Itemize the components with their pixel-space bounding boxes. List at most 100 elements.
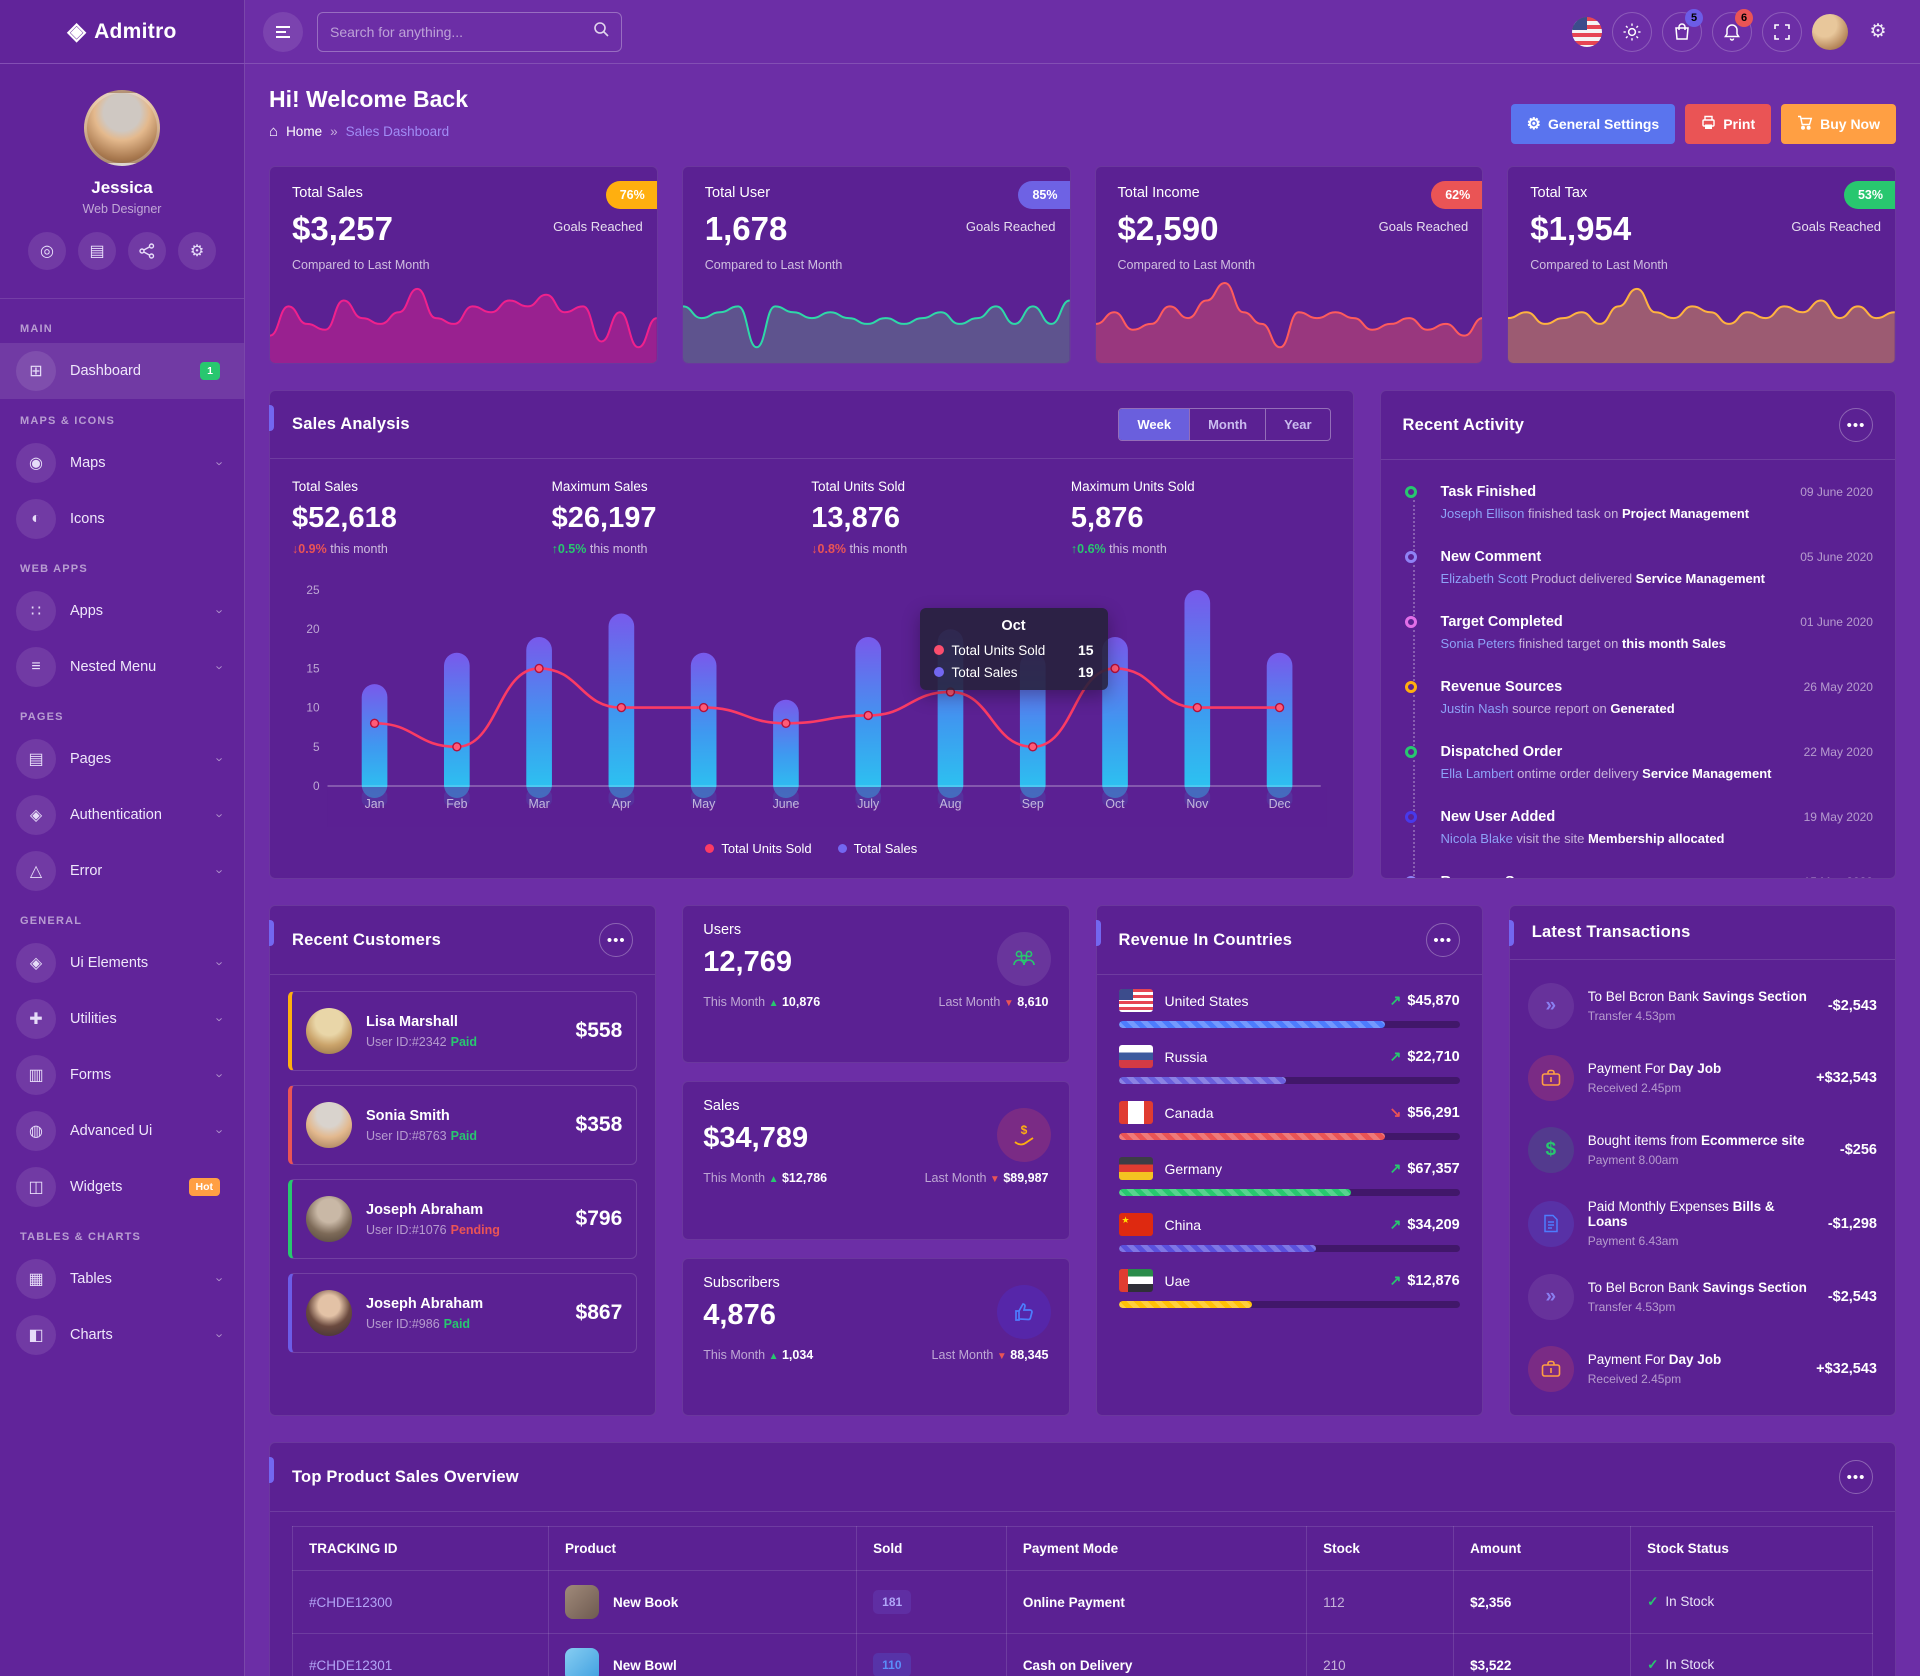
profile-target-icon[interactable]: ◎ (28, 232, 66, 270)
svg-text:5: 5 (313, 740, 320, 754)
activity-item[interactable]: Revenue Sources 15 May 2020 (1404, 860, 1873, 878)
sidebar-item-maps[interactable]: ◉ Maps › (0, 435, 244, 491)
transaction-row[interactable]: » To Bel Bcron Bank Savings Section Transf… (1527, 970, 1877, 1042)
profile-settings-icon[interactable]: ⚙ (178, 232, 216, 270)
notifications-bell-icon[interactable]: 6 (1712, 8, 1753, 52)
top-products-menu-icon[interactable]: ••• (1839, 1460, 1873, 1494)
tab-year[interactable]: Year (1265, 409, 1329, 440)
menu-toggle-button[interactable] (263, 11, 303, 52)
activity-item[interactable]: Revenue Sources 26 May 2020 Justin Nash so… (1404, 665, 1873, 746)
theme-brightness-icon[interactable] (1612, 11, 1652, 52)
search-box (317, 11, 622, 52)
tab-month[interactable]: Month (1189, 409, 1265, 440)
sidebar-item-ui-elements[interactable]: ◈ Ui Elements › (0, 935, 244, 991)
activity-user-link[interactable]: Sonia Peters (1440, 636, 1515, 651)
transaction-title-strong: Savings Section (1702, 989, 1807, 1004)
menu-section-label-tables-charts: TABLES & CHARTS (20, 1231, 142, 1243)
sidebar-item-tables[interactable]: ▦ Tables › (0, 1251, 244, 1307)
table-row[interactable]: #CHDE12301 New Bowl 110 Cash on Delivery 210… (292, 1633, 1873, 1676)
buy-now-button[interactable]: Buy Now (1781, 104, 1896, 144)
activity-header: Target Completed 01 June 2020 (1441, 614, 1873, 630)
print-button[interactable]: Print (1685, 104, 1772, 144)
mini-stat-footer: This Month ▲ 1,034 Last Month ▼ 88,345 (703, 1348, 1048, 1362)
table-row[interactable]: #CHDE12300 New Book 181 Online Payment 112 $2… (292, 1570, 1873, 1634)
activity-user-link[interactable]: Justin Nash (1440, 701, 1509, 716)
timeline-line (1412, 825, 1415, 876)
column-header-product: Product (547, 1526, 858, 1571)
sidebar-item-icons[interactable]: ◐ Icons (0, 491, 244, 547)
sidebar-item-dashboard[interactable]: ⊞ Dashboard 1 (0, 343, 244, 399)
activity-item[interactable]: Dispatched Order 22 May 2020 Ella Lambert … (1404, 730, 1873, 811)
sidebar-item-widgets[interactable]: ◫ Widgets Hot (0, 1159, 244, 1215)
logo[interactable]: ◈ Admitro (0, 0, 245, 63)
transaction-row[interactable]: » To Bel Bcron Bank Savings Section Transf… (1527, 1261, 1877, 1333)
sidebar-item-error[interactable]: △ Error › (0, 843, 244, 899)
goal-badge: 85% (1018, 181, 1070, 209)
activity-user-link[interactable]: Elizabeth Scott (1440, 571, 1528, 586)
recent-customers-menu-icon[interactable]: ••• (599, 923, 634, 957)
transaction-row[interactable]: Payment For Day Job Received 2.45pm +$32,5… (1527, 1042, 1877, 1114)
search-icon[interactable] (593, 21, 609, 42)
transaction-info: To Bel Bcron Bank Savings Section Transfe… (1588, 989, 1807, 1023)
transaction-title: To Bel Bcron Bank Savings Section (1587, 1280, 1807, 1295)
revenue-countries-menu-icon[interactable]: ••• (1425, 923, 1460, 957)
transaction-row[interactable]: Paid Monthly Expenses Bills & Loans Payme… (1527, 1186, 1877, 1261)
tooltip-value: 15 (1077, 642, 1094, 659)
profile-avatar[interactable] (84, 90, 160, 166)
activity-header: Task Finished 09 June 2020 (1441, 484, 1873, 500)
cart-icon[interactable]: 5 (1662, 8, 1703, 52)
transaction-subtitle: Received 2.45pm (1587, 1372, 1682, 1386)
sparkline-chart (1508, 287, 1895, 363)
svg-text:Mar: Mar (528, 797, 549, 811)
widgets-icon: ◫ (16, 1167, 56, 1207)
nested-menu-icon: ≡ (16, 647, 56, 687)
customer-row[interactable]: Lisa Marshall User ID:#2342 Paid $558 (288, 991, 638, 1071)
sidebar-item-pages[interactable]: ▤ Pages › (0, 731, 244, 787)
tracking-id-link[interactable]: #CHDE12300 (309, 1594, 393, 1610)
top-products-title: Top Product Sales Overview (292, 1467, 519, 1486)
main-content: Hi! Welcome Back ⌂ Home » Sales Dashboar… (245, 0, 1920, 1676)
sales-analysis-chart[interactable]: 0 5 10 15 20 25 Jan Feb Mar Apr May June July Aug Sep O… (270, 562, 1353, 870)
customer-row[interactable]: Sonia Smith User ID:#8763 Paid $358 (288, 1085, 638, 1165)
customer-status: Paid (450, 1034, 478, 1049)
tracking-id-link[interactable]: #CHDE12301 (309, 1657, 393, 1673)
warning-icon: △ (16, 851, 56, 891)
general-settings-button[interactable]: ⚙ General Settings (1510, 104, 1676, 144)
profile-document-icon[interactable]: ▤ (78, 232, 116, 270)
country-row-united-states: United States ↗ $45,870 (1118, 989, 1460, 1028)
user-avatar[interactable] (1812, 13, 1848, 50)
profile-share-icon[interactable] (128, 232, 166, 270)
recent-activity-menu-icon[interactable]: ••• (1838, 408, 1873, 442)
breadcrumb-separator: » (330, 124, 338, 139)
activity-user-link[interactable]: Ella Lambert (1440, 766, 1514, 781)
sidebar-item-utilities[interactable]: ✚ Utilities › (0, 991, 244, 1047)
stat-card-total-user: Total User 1,678 Compared to Last Month 85%… (681, 166, 1071, 364)
home-icon[interactable]: ⌂ (269, 123, 279, 140)
activity-user-link[interactable]: Nicola Blake (1440, 831, 1513, 846)
activity-item[interactable]: Task Finished 09 June 2020 Joseph Ellison … (1404, 470, 1873, 551)
search-input[interactable] (330, 23, 593, 40)
activity-item[interactable]: Target Completed 01 June 2020 Sonia Peters… (1404, 600, 1873, 681)
activity-user-link[interactable]: Joseph Ellison (1440, 506, 1525, 521)
sidebar-item-nested-menu[interactable]: ≡ Nested Menu › (0, 639, 244, 695)
activity-item[interactable]: New User Added 19 May 2020 Nicola Blake vi… (1404, 795, 1873, 876)
customer-row[interactable]: Joseph Abraham User ID:#1076 Pending $796 (288, 1179, 638, 1259)
fullscreen-icon[interactable] (1762, 11, 1802, 52)
language-flag-icon[interactable] (1572, 16, 1602, 47)
sidebar-item-advanced-ui[interactable]: ◍ Advanced Ui › (0, 1103, 244, 1159)
amount: $3,522 (1470, 1657, 1512, 1673)
sidebar-item-forms[interactable]: ▥ Forms › (0, 1047, 244, 1103)
activity-item[interactable]: New Comment 05 June 2020 Elizabeth Scott P… (1404, 535, 1873, 616)
customer-row[interactable]: Joseph Abraham User ID:#986 Paid $867 (288, 1273, 638, 1353)
settings-gear-icon[interactable]: ⚙ (1858, 12, 1898, 52)
tab-week[interactable]: Week (1119, 409, 1190, 440)
sidebar-item-apps[interactable]: ∷ Apps › (0, 583, 244, 639)
tooltip-title: Oct (1001, 618, 1026, 635)
sidebar-item-charts[interactable]: ◧ Charts › (0, 1307, 244, 1363)
transaction-row[interactable]: Payment For Day Job Received 2.45pm +$32,5… (1527, 1333, 1877, 1405)
breadcrumb-home[interactable]: Home (286, 124, 323, 139)
transaction-row[interactable]: $ Bought items from Ecommerce site Payment… (1527, 1114, 1877, 1186)
tables-icon: ▦ (16, 1259, 56, 1299)
transaction-subtitle: Transfer 4.53pm (1587, 1009, 1676, 1023)
sidebar-item-authentication[interactable]: ◈ Authentication › (0, 787, 244, 843)
